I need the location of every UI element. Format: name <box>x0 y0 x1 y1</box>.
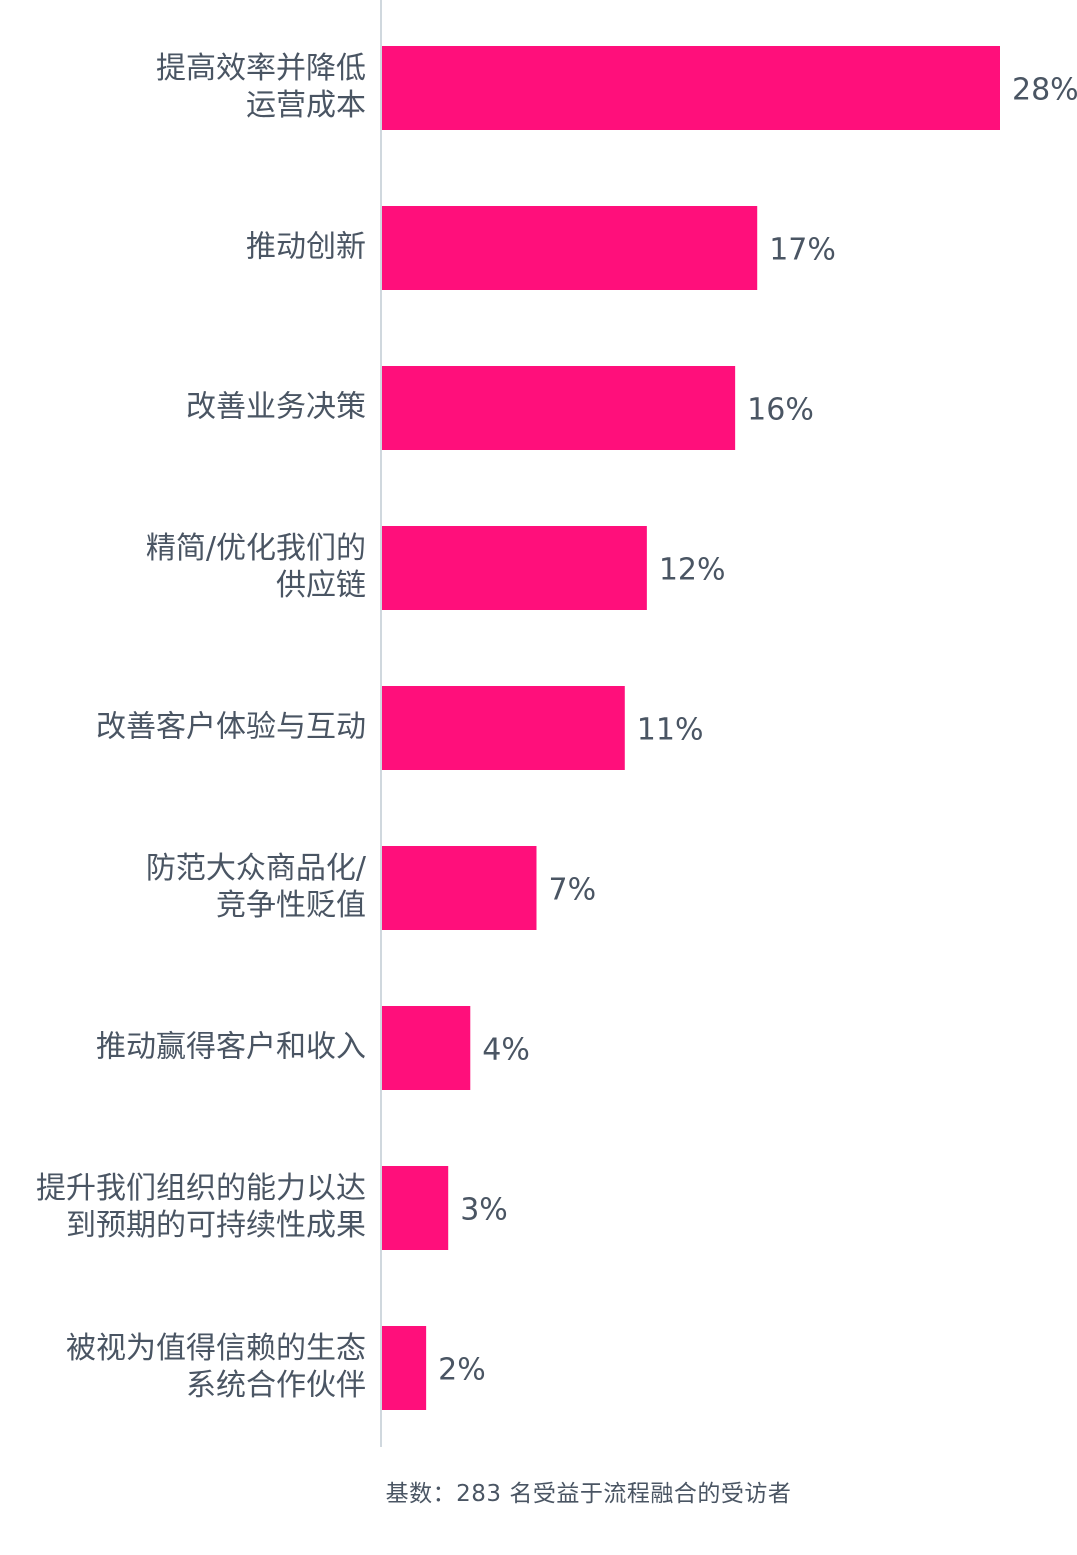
category-label-2: 推动创新 <box>246 230 366 265</box>
value-label-2: 17% <box>769 233 836 268</box>
value-label-5: 11% <box>637 713 704 748</box>
category-label-line: 到预期的可持续性成果 <box>66 1208 366 1243</box>
category-label-line: 改善客户体验与互动 <box>96 710 366 745</box>
bar-2 <box>382 206 758 290</box>
bar-5 <box>382 686 625 770</box>
bar-3 <box>382 366 736 450</box>
category-label-line: 推动赢得客户和收入 <box>96 1030 366 1065</box>
category-label-line: 改善业务决策 <box>186 390 366 425</box>
bar-7 <box>382 1006 471 1090</box>
category-label-line: 精简/优化我们的 <box>146 531 366 566</box>
value-label-3: 16% <box>747 393 814 428</box>
category-label-9: 被视为值得信赖的生态系统合作伙伴 <box>66 1331 366 1403</box>
category-label-3: 改善业务决策 <box>186 390 366 425</box>
category-label-6: 防范大众商品化/竞争性贬值 <box>146 851 367 923</box>
value-label-9: 2% <box>438 1353 486 1388</box>
bar-9 <box>382 1326 427 1410</box>
category-label-line: 提高效率并降低 <box>156 51 366 86</box>
bar-6 <box>382 846 537 930</box>
bar-4 <box>382 526 647 610</box>
value-label-7: 4% <box>482 1033 530 1068</box>
value-label-1: 28% <box>1012 73 1077 108</box>
category-label-line: 运营成本 <box>246 88 366 123</box>
value-label-8: 3% <box>460 1193 508 1228</box>
category-label-line: 推动创新 <box>246 230 366 265</box>
category-label-line: 系统合作伙伴 <box>186 1368 366 1403</box>
category-label-line: 提升我们组织的能力以达 <box>36 1171 366 1206</box>
category-label-5: 改善客户体验与互动 <box>96 710 366 745</box>
category-label-line: 被视为值得信赖的生态 <box>66 1331 366 1366</box>
value-label-6: 7% <box>549 873 597 908</box>
bars-group: 28% 提高效率并降低运营成本 17% 推动创新 16% 改善业务决策 12% 精简/优化我们… <box>36 46 1077 1410</box>
category-label-1: 提高效率并降低运营成本 <box>156 51 366 123</box>
category-label-4: 精简/优化我们的供应链 <box>146 531 366 603</box>
bar-8 <box>382 1166 449 1250</box>
footnote: 基数：283 名受益于流程融合的受访者 <box>385 1481 792 1507</box>
value-label-4: 12% <box>659 553 726 588</box>
category-label-line: 供应链 <box>276 568 366 603</box>
category-label-7: 推动赢得客户和收入 <box>96 1030 366 1065</box>
bar-1 <box>382 46 1000 130</box>
category-label-line: 防范大众商品化/ <box>146 851 367 886</box>
category-label-8: 提升我们组织的能力以达到预期的可持续性成果 <box>36 1171 366 1243</box>
category-label-line: 竞争性贬值 <box>216 888 366 923</box>
